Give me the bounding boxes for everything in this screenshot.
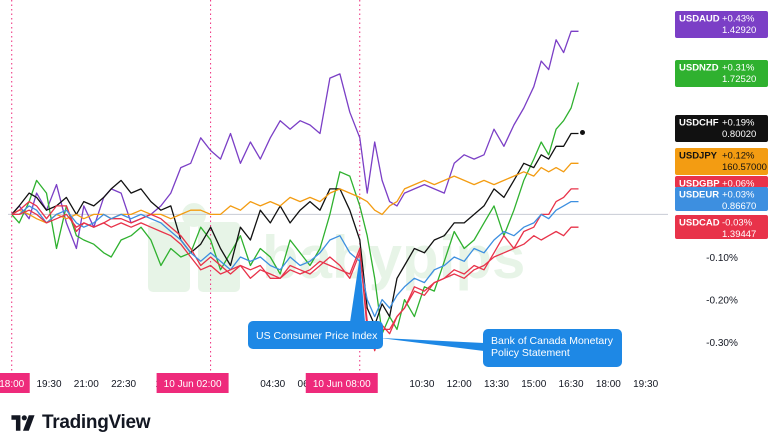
series-line-usdnzd — [11, 82, 580, 335]
price-label-change: +0.31% — [722, 63, 755, 74]
price-label-usdgbp: USDGBP +0.06% — [675, 176, 768, 190]
price-label-symbol: USDAUD — [679, 14, 720, 25]
x-tick-label: 10 Jun 08:00 — [313, 379, 371, 390]
brand-name: TradingView — [42, 412, 151, 433]
annotation-pointer — [379, 337, 484, 351]
watermark-block — [198, 222, 240, 292]
price-label-symbol: USDEUR — [679, 190, 719, 201]
x-tick-label: 15:00 — [521, 379, 546, 390]
watermark-block — [148, 222, 190, 292]
tradingview-brand[interactable]: TradingView — [10, 412, 151, 434]
annotation-cpi: US Consumer Price Index — [248, 257, 383, 349]
price-label-value: 0.86670 — [722, 201, 756, 212]
x-tick-highlight — [305, 373, 378, 393]
price-label-usdchf: USDCHF +0.19%0.80020 — [675, 115, 768, 142]
price-label-usdeur: USDEUR +0.03%0.86670 — [675, 187, 768, 212]
price-label-value: 1.42920 — [722, 25, 756, 36]
price-label-symbol: USDJPY — [679, 151, 718, 162]
x-tick-label: 22:30 — [111, 379, 136, 390]
price-label-value: 160.57000 — [722, 162, 767, 173]
x-tick-highlight — [156, 373, 229, 393]
price-label-usdjpy: USDJPY +0.12%160.57000 — [675, 148, 768, 175]
price-label-change: +0.19% — [722, 118, 755, 129]
x-tick-label: 10:30 — [409, 379, 434, 390]
annotations-layer: US Consumer Price Index Bank of Canada Mo… — [248, 257, 622, 367]
y-tick-label: -0.30% — [706, 338, 738, 349]
price-label-box — [675, 176, 768, 188]
watermark-text: babypips — [262, 224, 525, 291]
event-lines-layer — [8, 0, 668, 375]
annotation-box — [483, 329, 622, 367]
x-tick-label: 13:30 — [484, 379, 509, 390]
price-label-box — [675, 215, 768, 239]
series-line-usdcad — [11, 209, 579, 339]
price-label-change: +0.12% — [722, 151, 755, 162]
x-tick-label: 10 Jun 02:00 — [164, 379, 222, 390]
price-label-value: 1.39447 — [722, 229, 756, 240]
babypips-watermark-icon: babypips — [148, 203, 525, 292]
price-label-change: +0.06% — [722, 179, 755, 190]
x-tick-label: 21:00 — [74, 379, 99, 390]
x-tick-label: 18:00 — [0, 379, 25, 390]
x-tick-label: 16:30 — [559, 379, 584, 390]
x-tick-highlight — [0, 373, 30, 393]
x-tick-label: 18:00 — [596, 379, 621, 390]
annotation-text: Bank of Canada Monetary — [491, 335, 614, 347]
tradingview-logo-icon — [11, 415, 35, 431]
x-tick-label: 04:30 — [260, 379, 285, 390]
series-end-dot — [580, 130, 586, 136]
price-label-box — [675, 187, 768, 211]
price-label-usdaud: USDAUD +0.43%1.42920 — [675, 11, 768, 38]
series-layer — [11, 30, 586, 352]
x-tick-label: 12:00 — [447, 379, 472, 390]
y-tick-label: -0.10% — [706, 253, 738, 264]
price-label-usdnzd: USDNZD +0.31%1.72520 — [675, 60, 768, 87]
price-label-usdcad: USDCAD -0.03%1.39447 — [675, 215, 768, 240]
price-label-value: 1.72520 — [722, 74, 756, 85]
annotation-pointer — [349, 257, 365, 329]
watermark-dot — [182, 203, 206, 227]
price-label-change: -0.03% — [722, 218, 753, 229]
x-tick-label: 19:30 — [37, 379, 62, 390]
price-label-symbol: USDGBP — [679, 179, 720, 190]
price-label-change: +0.43% — [722, 14, 755, 25]
annotation-box — [248, 321, 383, 349]
price-label-box — [675, 148, 768, 175]
annotation-text: US Consumer Price Index — [256, 330, 378, 342]
x-tick-label: 19:30 — [633, 379, 658, 390]
price-label-symbol: USDCAD — [679, 218, 720, 229]
price-label-box — [675, 11, 768, 38]
y-axis: -0.10% -0.20% -0.30% — [706, 253, 738, 349]
series-line-usdchf — [11, 132, 579, 326]
price-label-box — [675, 60, 768, 87]
price-label-symbol: USDCHF — [679, 118, 719, 129]
annotation-text: Policy Statement — [491, 347, 570, 359]
watermark-layer: babypips — [148, 203, 525, 292]
y-tick-label: -0.20% — [706, 296, 738, 307]
price-label-symbol: USDNZD — [679, 63, 719, 74]
price-label-value: 0.80020 — [722, 129, 756, 140]
series-line-usdeur — [11, 200, 579, 318]
price-label-change: +0.03% — [722, 190, 755, 201]
price-label-box — [675, 115, 768, 142]
